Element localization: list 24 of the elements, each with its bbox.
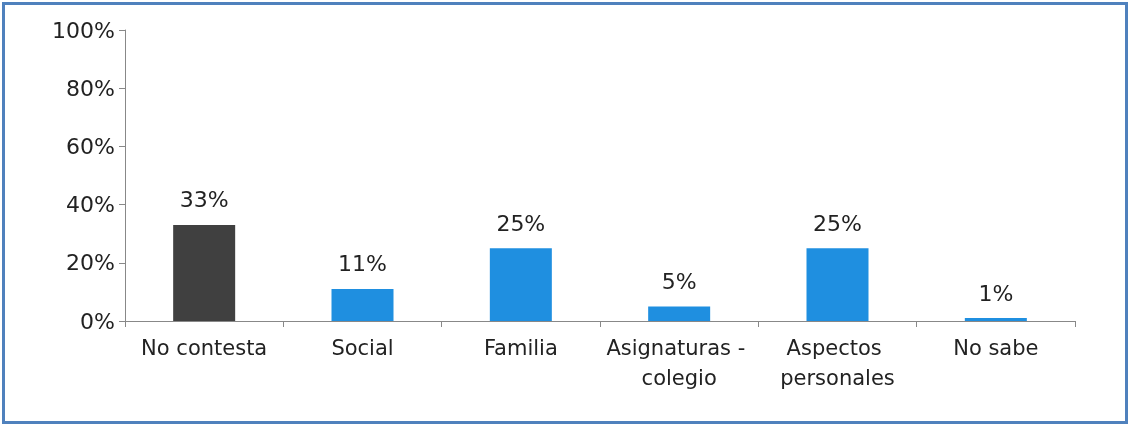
bar [331, 288, 394, 321]
bar [964, 318, 1027, 321]
x-tick-label: Aspectos personales [780, 336, 895, 390]
data-label: 11% [338, 251, 387, 277]
x-tick-label: Social [331, 336, 394, 360]
x-tick-label: Asignaturas - colegio [606, 336, 752, 390]
y-tick-label: 20% [66, 250, 115, 276]
bar [806, 248, 869, 321]
data-label: 1% [978, 280, 1014, 306]
y-tick-label: 60% [66, 133, 115, 159]
y-tick-label: 80% [66, 75, 115, 101]
data-label: 25% [496, 210, 546, 236]
y-tick-label: 0% [80, 308, 115, 334]
data-label: 5% [661, 268, 697, 294]
y-tick-label: 40% [66, 192, 115, 218]
y-tick-label: 100% [52, 17, 115, 43]
bar [489, 248, 552, 321]
data-label: 25% [813, 210, 862, 236]
x-tick-label: No contesta [141, 336, 268, 360]
bar [648, 306, 711, 321]
bar [173, 224, 236, 321]
x-tick-label: Familia [483, 336, 558, 360]
x-tick-label: No sabe [953, 336, 1039, 360]
data-label: 33% [179, 187, 229, 213]
